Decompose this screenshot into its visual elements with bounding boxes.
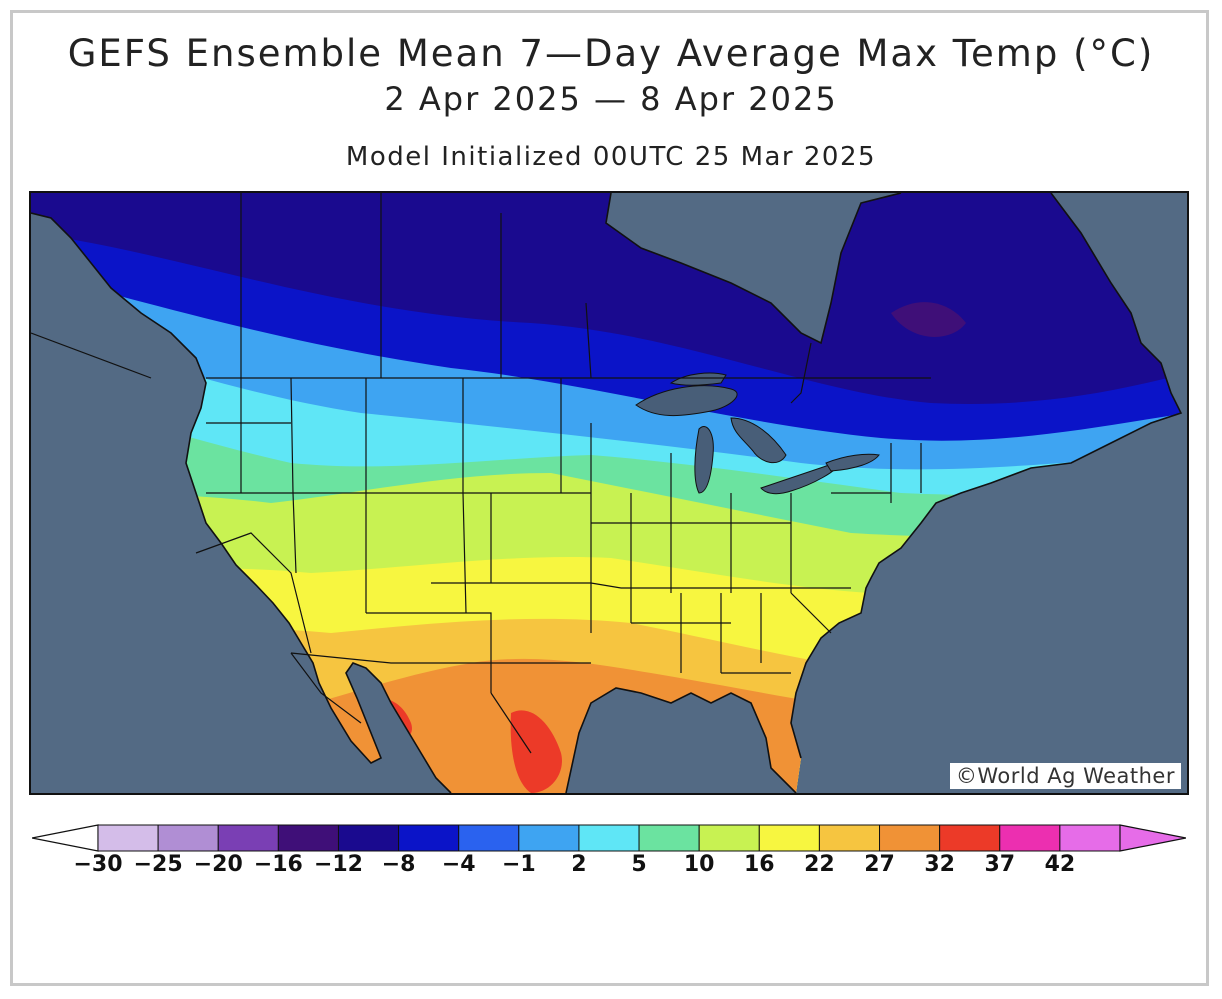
temp-extreme-area: [510, 710, 562, 793]
lake-shape: [760, 460, 842, 495]
legend-tick-label: 27: [864, 852, 895, 877]
lake-shape: [825, 453, 880, 472]
legend-color-bin: [157, 824, 219, 852]
legend-color-bin: [518, 824, 580, 852]
legend-tick-label: 2: [571, 852, 587, 877]
temperature-map: ©World Ag Weather: [29, 191, 1189, 795]
model-init-time: Model Initialized 00UTC 25 Mar 2025: [345, 142, 877, 172]
lake-shape: [669, 372, 727, 386]
legend-tick-label: −8: [381, 852, 416, 877]
legend-color-bin: [698, 824, 760, 852]
legend-tick-label: −16: [253, 852, 303, 877]
legend-tick-label: 22: [804, 852, 835, 877]
legend-high-arrow: [1119, 824, 1186, 852]
legend-tick-label: −12: [313, 852, 363, 877]
legend-color-bin: [939, 824, 1001, 852]
legend-tick-label: 42: [1044, 852, 1076, 877]
legend-tick-label: 37: [984, 852, 1016, 877]
legend-color-bin: [97, 824, 159, 852]
lake-shape: [730, 417, 787, 464]
legend-color-bin: [638, 824, 700, 852]
legend-tick-label: −1: [501, 852, 536, 877]
legend-tick-label: 16: [743, 852, 775, 877]
state-province-boundaries: [31, 193, 931, 754]
map-canvas: [31, 193, 1187, 793]
legend-tick-label: −25: [133, 852, 183, 877]
coastline: [31, 193, 1183, 793]
date-range: 2 Apr 2025 — 8 Apr 2025: [384, 80, 838, 118]
legend-color-bin: [879, 824, 941, 852]
copyright-credit: ©World Ag Weather: [949, 763, 1181, 789]
lake-shape: [694, 426, 714, 494]
legend-color-bin: [398, 824, 460, 852]
color-legend-ticks: −30 −25 −20 −16 −12 −8 −4 −1 2 5 10 16 22 27 32 37 42: [0, 852, 1222, 884]
legend-tick-label: 5: [631, 852, 647, 877]
legend-color-bin: [578, 824, 640, 852]
legend-color-bin: [818, 824, 881, 852]
legend-tick-label: 10: [683, 852, 715, 877]
great-lakes: [635, 372, 880, 495]
lake-shape: [635, 385, 738, 417]
legend-tick-label: −20: [193, 852, 243, 877]
legend-tick-label: −30: [73, 852, 123, 877]
legend-color-bin: [758, 824, 820, 852]
temp-extreme-area: [891, 302, 966, 337]
chart-title: GEFS Ensemble Mean 7—Day Average Max Tem…: [67, 32, 1155, 75]
legend-tick-label: 32: [924, 852, 955, 877]
color-legend-bar: [32, 824, 1186, 852]
legend-color-bin: [337, 824, 400, 852]
legend-color-bin: [458, 824, 520, 852]
legend-color-bin: [1059, 824, 1121, 852]
legend-color-bin: [999, 824, 1061, 852]
legend-tick-label: −4: [441, 852, 476, 877]
legend-color-bin: [277, 824, 339, 852]
legend-color-bin: [217, 824, 279, 852]
legend-low-arrow: [32, 824, 99, 852]
